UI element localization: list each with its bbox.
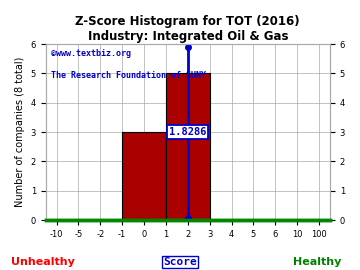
Title: Z-Score Histogram for TOT (2016)
Industry: Integrated Oil & Gas: Z-Score Histogram for TOT (2016) Industr…	[76, 15, 300, 43]
Text: ©www.textbiz.org: ©www.textbiz.org	[51, 49, 131, 58]
Text: Unhealthy: Unhealthy	[11, 257, 75, 267]
Text: 1.8286: 1.8286	[169, 127, 207, 137]
Bar	[166, 73, 210, 220]
Text: Score: Score	[163, 257, 197, 267]
Text: Healthy: Healthy	[293, 257, 341, 267]
Y-axis label: Number of companies (8 total): Number of companies (8 total)	[15, 57, 25, 207]
Bar	[122, 132, 166, 220]
Text: The Research Foundation of SUNY: The Research Foundation of SUNY	[51, 70, 206, 80]
